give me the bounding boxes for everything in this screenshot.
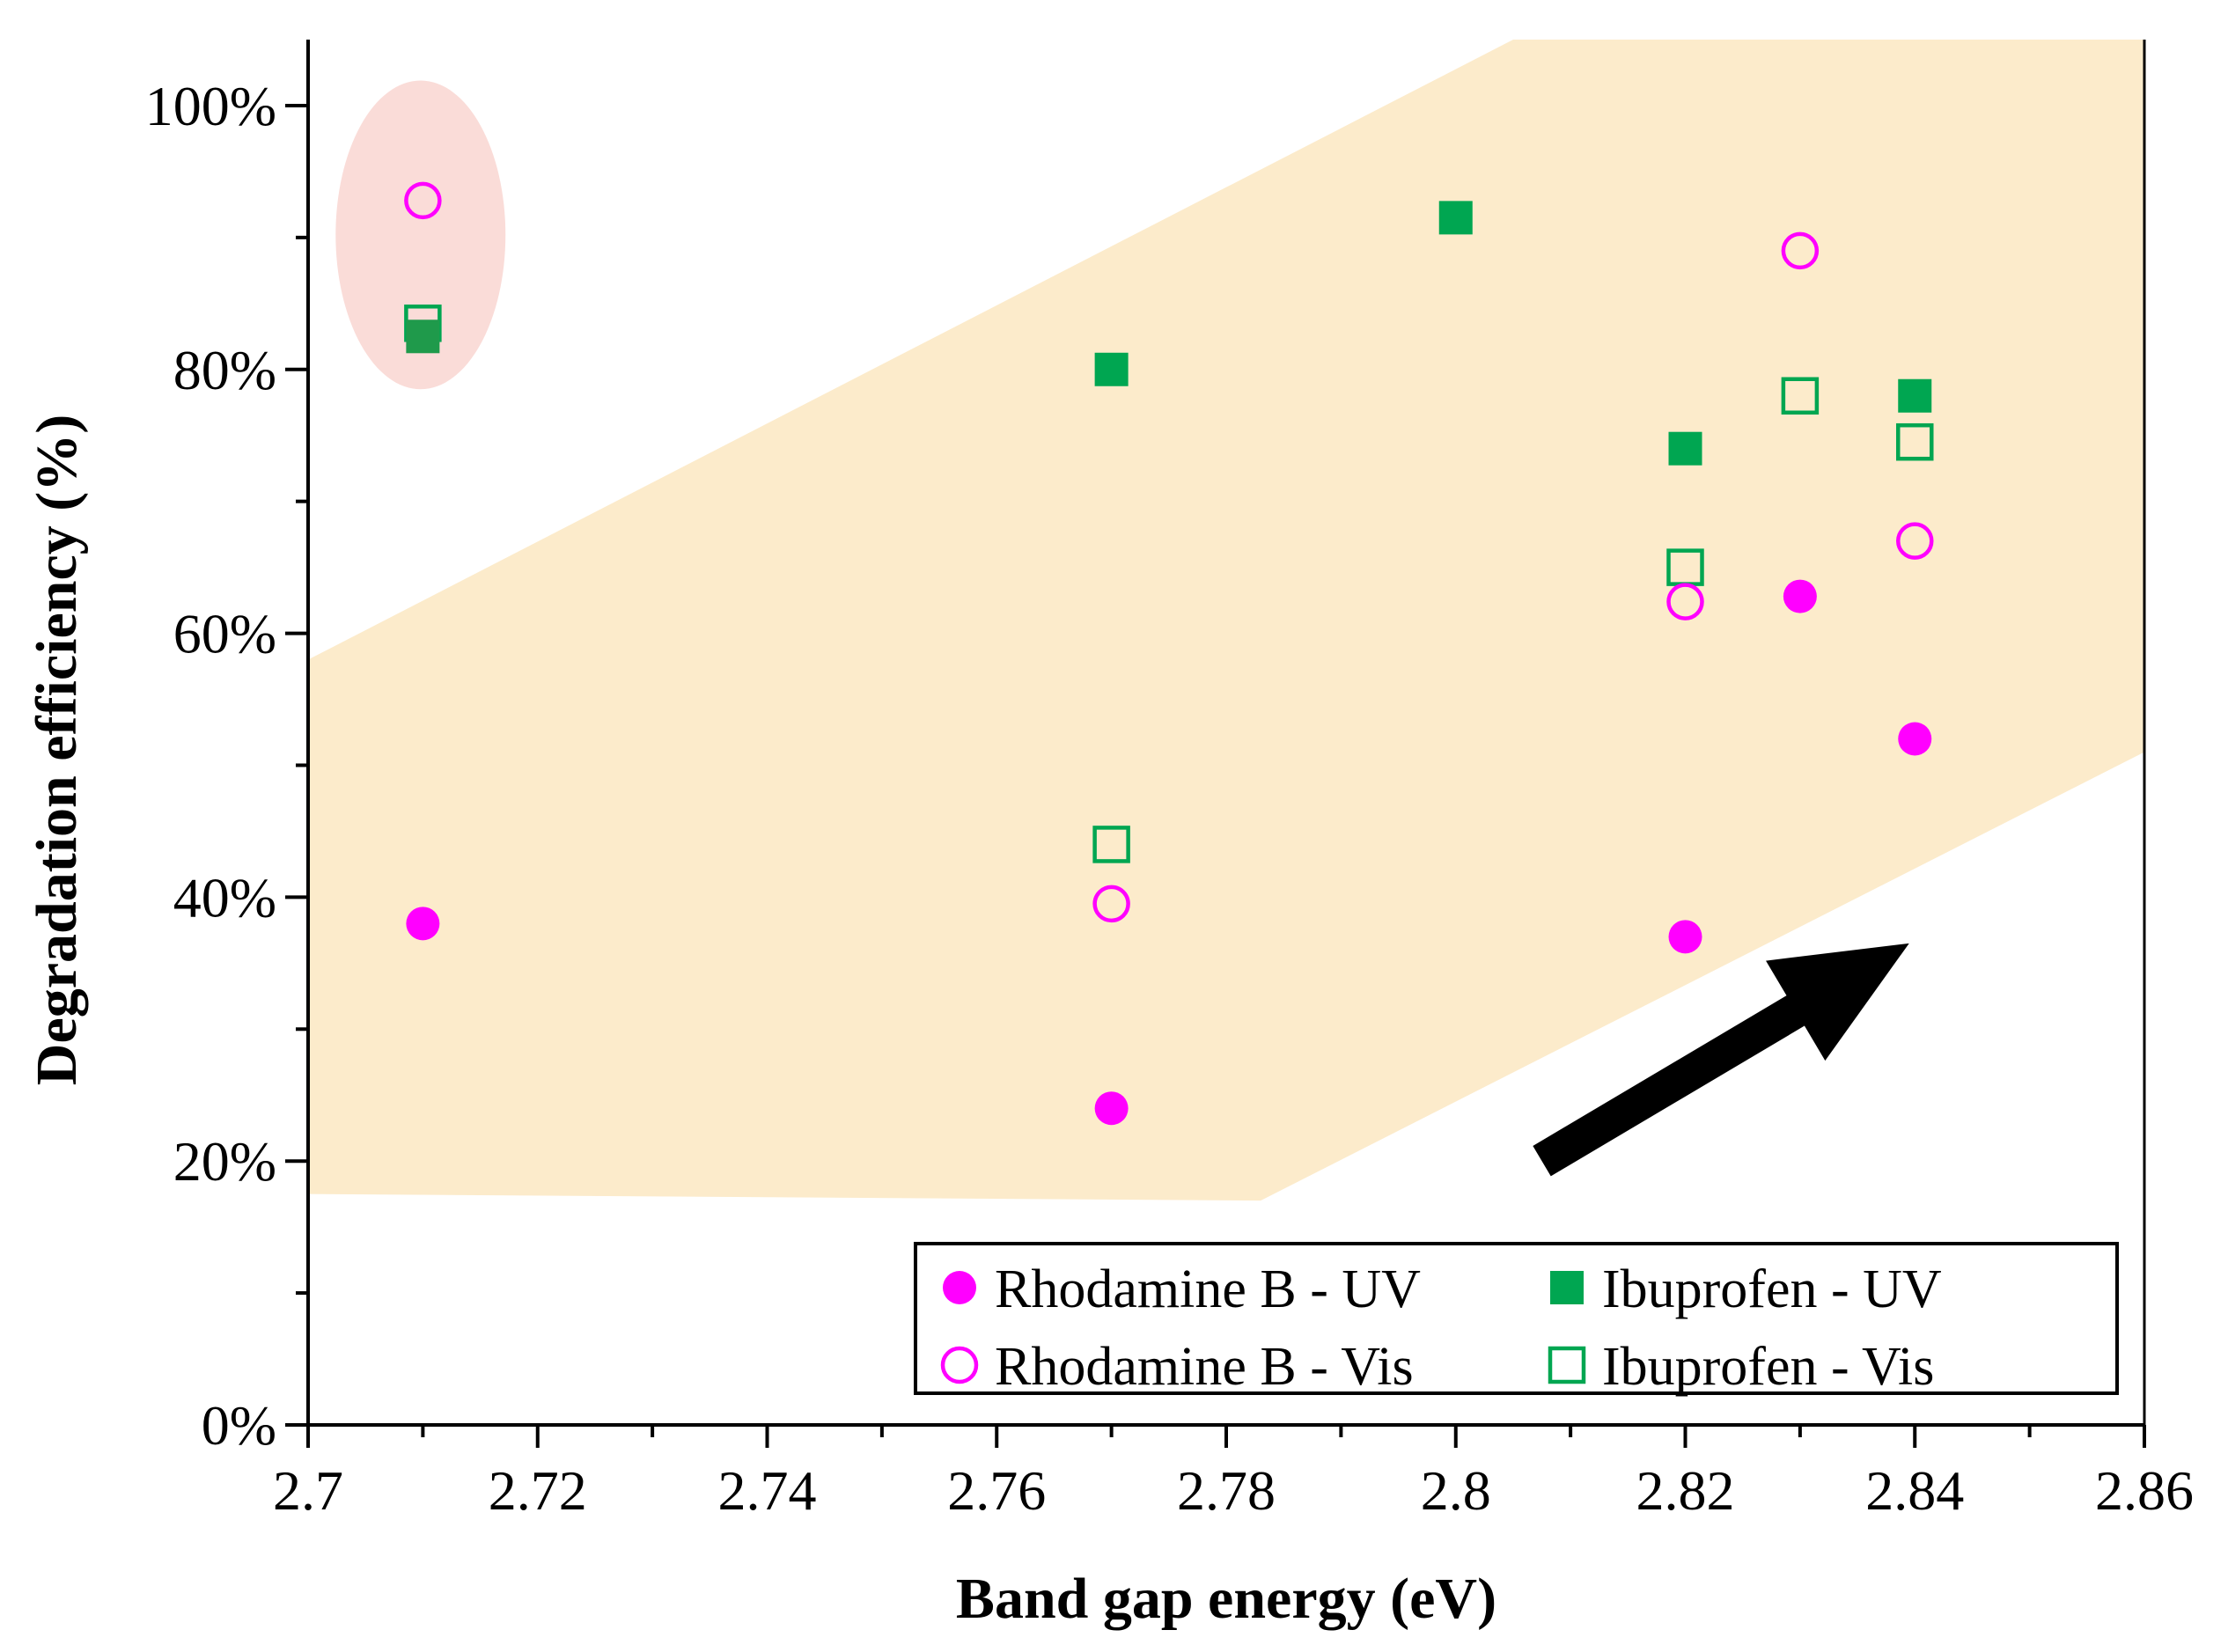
data-point: [1666, 583, 1704, 620]
x-tick-label: 2.72: [489, 1459, 587, 1522]
trend-band: [308, 40, 2144, 1201]
legend-marker: [1548, 1346, 1586, 1384]
x-tick-label: 2.74: [718, 1459, 817, 1522]
data-point: [1781, 231, 1820, 270]
data-point: [1438, 201, 1473, 235]
legend-marker: [943, 1271, 976, 1304]
legend-marker: [940, 1346, 979, 1384]
legend-box: [914, 1242, 2119, 1395]
legend-label: Ibuprofen - UV: [1602, 1259, 1942, 1319]
legend-label: Rhodamine B - UV: [995, 1259, 1421, 1319]
data-point: [1668, 431, 1702, 466]
background-annotations: [308, 40, 2144, 1201]
x-tick-label: 2.86: [2095, 1459, 2194, 1522]
y-tick-label: 20%: [173, 1130, 276, 1193]
data-point: [1896, 522, 1934, 560]
data-point: [1092, 885, 1130, 923]
data-point: [1668, 920, 1702, 954]
data-point: [406, 907, 440, 941]
y-tick-label: 60%: [173, 603, 276, 665]
y-axis-title: Degradation efficiency (%): [25, 415, 89, 1085]
data-point: [1896, 422, 1934, 461]
data-point: [1898, 722, 1932, 756]
trend-arrow: [1533, 943, 1909, 1177]
data-point: [1094, 352, 1129, 386]
data-point: [406, 319, 440, 354]
data-point: [404, 181, 442, 220]
x-tick-label: 2.78: [1177, 1459, 1276, 1522]
data-point: [1781, 377, 1820, 415]
x-tick-label: 2.82: [1636, 1459, 1735, 1522]
data-point: [1092, 826, 1130, 863]
y-tick-label: 0%: [202, 1394, 276, 1457]
legend-label: Rhodamine B - Vis: [995, 1337, 1414, 1397]
y-tick-label: 80%: [173, 339, 276, 401]
x-axis-title: Band gap energy (eV): [956, 1567, 1496, 1631]
data-point: [1094, 1091, 1129, 1126]
highlight-ellipse: [335, 80, 506, 390]
legend: Rhodamine B - UV Ibuprofen - UV Rhodamine …: [914, 1242, 2119, 1397]
data-points: [404, 181, 1934, 1126]
legend-marker: [1550, 1271, 1584, 1304]
y-tick-label: 100%: [145, 75, 276, 137]
x-tick-label: 2.7: [273, 1459, 343, 1522]
x-tick-label: 2.8: [1421, 1459, 1491, 1522]
legend-label: Ibuprofen - Vis: [1602, 1337, 1934, 1397]
y-tick-label: 40%: [173, 866, 276, 929]
x-tick-label: 2.84: [1865, 1459, 1964, 1522]
data-point: [1898, 378, 1932, 413]
data-point: [1783, 579, 1817, 613]
axes: 0% 20% 40% 60% 80% 100% 2.7 2.72 2.74 2.76 2.78 2.8…: [25, 40, 2194, 1631]
x-tick-label: 2.76: [947, 1459, 1046, 1522]
